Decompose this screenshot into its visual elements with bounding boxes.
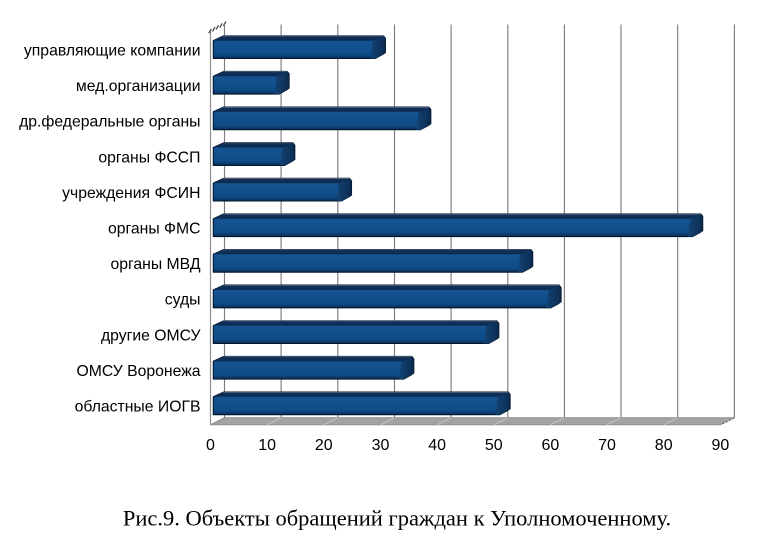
svg-text:40: 40 bbox=[428, 437, 446, 454]
svg-text:областные ИОГВ: областные ИОГВ bbox=[75, 399, 201, 416]
svg-text:60: 60 bbox=[542, 437, 560, 454]
svg-text:10: 10 bbox=[258, 437, 276, 454]
svg-text:органы ФМС: органы ФМС bbox=[108, 221, 201, 238]
svg-text:90: 90 bbox=[712, 437, 730, 454]
svg-text:Рис.9. Объекты обращений гражд: Рис.9. Объекты обращений граждан к Уполн… bbox=[123, 506, 671, 531]
svg-text:суды: суды bbox=[165, 292, 201, 309]
svg-text:учреждения ФСИН: учреждения ФСИН bbox=[62, 185, 200, 202]
svg-text:другие ОМСУ: другие ОМСУ bbox=[101, 327, 202, 344]
svg-text:80: 80 bbox=[655, 437, 673, 454]
svg-text:др.федеральные органы: др.федеральные органы bbox=[19, 114, 200, 131]
svg-text:органы МВД: органы МВД bbox=[110, 256, 200, 273]
svg-text:0: 0 bbox=[206, 437, 215, 454]
svg-text:ОМСУ Воронежа: ОМСУ Воронежа bbox=[77, 363, 201, 380]
svg-text:30: 30 bbox=[372, 437, 390, 454]
svg-text:органы ФССП: органы ФССП bbox=[98, 149, 200, 166]
svg-text:50: 50 bbox=[485, 437, 503, 454]
svg-text:20: 20 bbox=[315, 437, 333, 454]
svg-text:управляющие компании: управляющие компании bbox=[24, 42, 201, 59]
svg-text:мед.организации: мед.организации bbox=[76, 78, 201, 95]
svg-text:70: 70 bbox=[598, 437, 616, 454]
